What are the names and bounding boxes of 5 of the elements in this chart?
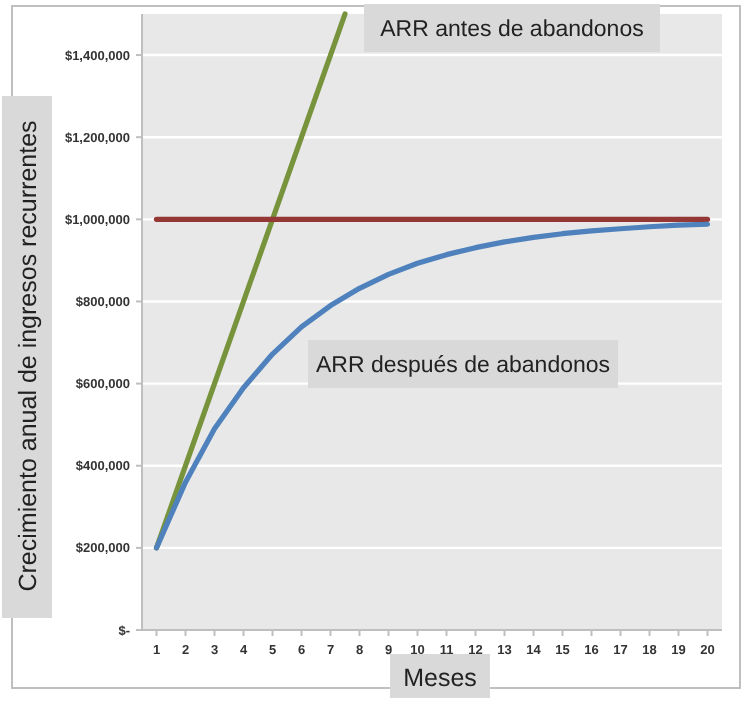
series-label: ARR después de abandonos [315,354,611,378]
series-label: ARR antes de abandonos [380,18,645,42]
line-series [153,221,711,551]
y-axis-title: Crecimiento anual de ingresos recurrentes [14,120,42,592]
x-axis-title: Meses [403,664,477,692]
